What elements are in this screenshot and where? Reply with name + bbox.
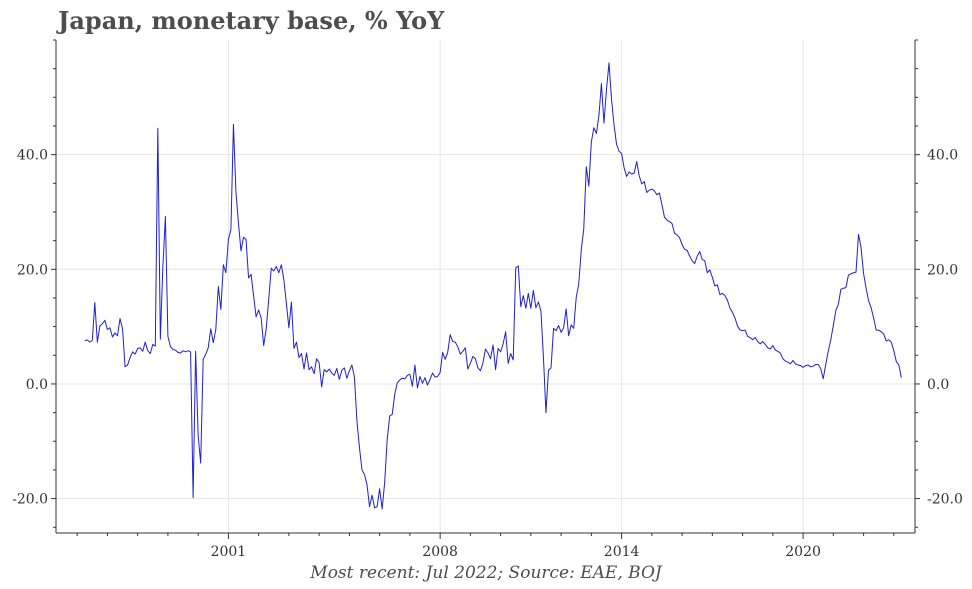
chart-title: Japan, monetary base, % YoY: [58, 6, 445, 35]
axes: [55, 40, 916, 534]
series: [84, 62, 902, 510]
y-tick-label-left: 20.0: [17, 262, 48, 278]
ticks: -20.0 -20.0 0.0 0.0 20.0 20.0 40.0 40.0 2001 2008…: [12, 39, 963, 560]
y-tick-label-left: 0.0: [26, 377, 48, 393]
y-tick-label-right: 0.0: [927, 377, 949, 393]
x-tick-label: 2001: [211, 544, 247, 560]
grid: [56, 40, 915, 533]
y-tick-label-left: -20.0: [12, 492, 48, 508]
y-tick-label-left: 40.0: [17, 148, 48, 164]
x-tick-label: 2020: [785, 544, 821, 560]
series-line: [84, 62, 902, 510]
y-tick-label-right: 20.0: [927, 262, 958, 278]
x-tick-label: 2014: [604, 544, 640, 560]
y-tick-label-right: 40.0: [927, 148, 958, 164]
source-note: Most recent: Jul 2022; Source: EAE, BOJ: [310, 563, 662, 583]
y-tick-label-right: -20.0: [927, 492, 963, 508]
x-tick-label: 2008: [422, 544, 458, 560]
